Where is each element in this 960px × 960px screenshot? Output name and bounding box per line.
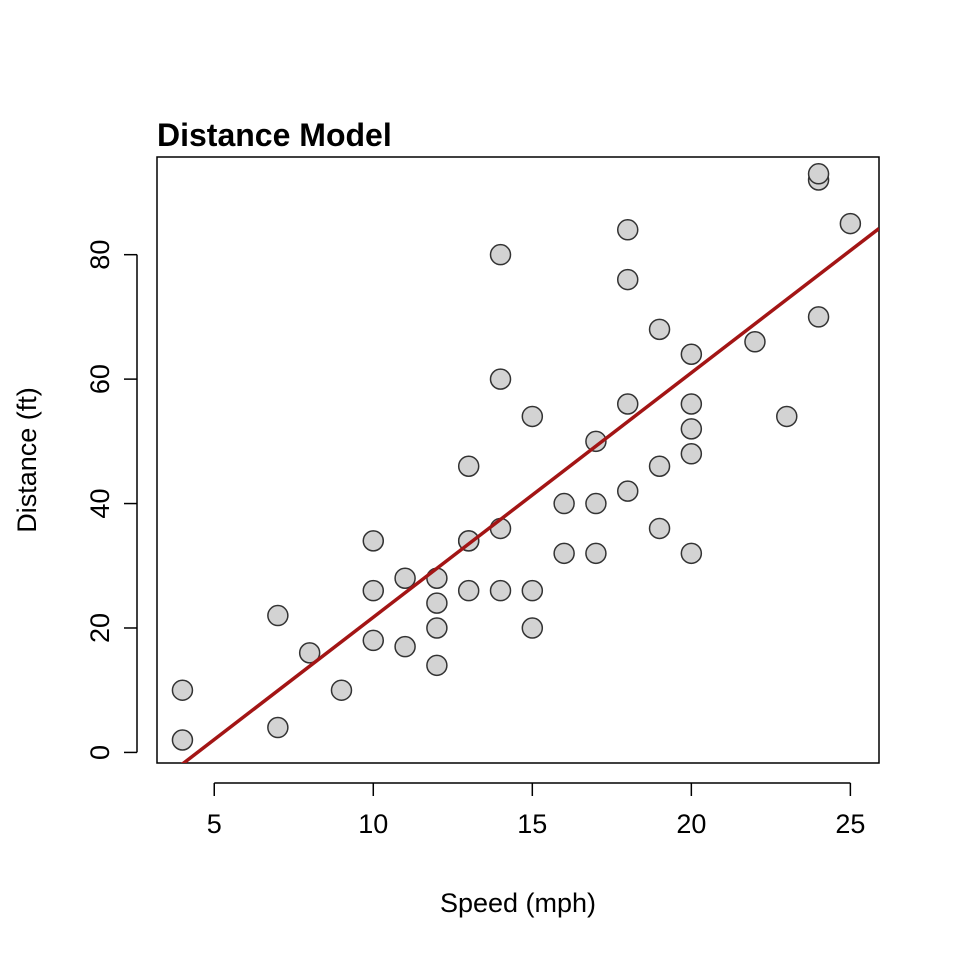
data-point xyxy=(744,331,766,353)
regression-line-group xyxy=(180,227,879,763)
data-point xyxy=(362,629,385,652)
data-point xyxy=(426,654,448,677)
regression-line xyxy=(180,227,879,763)
y-tick-label: 60 xyxy=(85,364,115,394)
data-point xyxy=(171,679,194,701)
x-axis-label: Speed (mph) xyxy=(440,888,596,918)
data-point xyxy=(680,343,703,365)
data-point xyxy=(585,492,607,515)
y-tick-label: 40 xyxy=(85,489,115,519)
data-point xyxy=(330,679,353,701)
data-point xyxy=(521,579,544,602)
y-axis: 0 20 40 60 80 xyxy=(85,240,138,760)
y-tick-label: 80 xyxy=(85,240,115,270)
data-point xyxy=(298,642,321,664)
data-point xyxy=(648,455,671,477)
data-point xyxy=(457,579,480,602)
data-point xyxy=(171,729,194,751)
data-point xyxy=(680,393,703,415)
data-point xyxy=(616,268,639,291)
y-tick-label: 20 xyxy=(85,613,115,643)
data-point xyxy=(267,604,289,627)
data-point xyxy=(426,617,448,639)
data-point xyxy=(585,542,607,565)
data-point xyxy=(394,567,416,589)
data-point xyxy=(553,492,575,515)
y-axis-label: Distance (ft) xyxy=(12,387,42,533)
data-point xyxy=(680,418,703,440)
y-tick-label: 0 xyxy=(85,745,115,760)
data-point xyxy=(680,542,703,565)
x-tick-label: 5 xyxy=(207,809,222,839)
plot-frame xyxy=(156,156,880,764)
data-point xyxy=(648,318,671,341)
data-point xyxy=(521,617,544,639)
data-point xyxy=(807,163,830,185)
data-point xyxy=(426,567,448,589)
data-point xyxy=(267,716,289,739)
data-point xyxy=(776,405,798,428)
data-point xyxy=(616,219,639,241)
data-point xyxy=(680,443,703,465)
data-point xyxy=(489,579,512,602)
x-tick-label: 20 xyxy=(676,809,706,839)
data-point xyxy=(521,405,544,428)
data-point xyxy=(489,368,512,390)
data-point xyxy=(394,635,416,658)
data-point xyxy=(807,306,830,328)
data-point xyxy=(616,393,639,415)
x-axis: 5 10 15 20 25 xyxy=(207,782,865,839)
data-point xyxy=(553,542,575,565)
data-point xyxy=(585,430,607,453)
data-point xyxy=(489,243,512,266)
data-point xyxy=(362,530,385,552)
data-point xyxy=(457,455,480,477)
data-point xyxy=(648,517,671,540)
x-tick-label: 15 xyxy=(517,809,547,839)
chart-title: Distance Model xyxy=(157,117,392,153)
x-tick-label: 10 xyxy=(358,809,388,839)
data-point xyxy=(839,212,862,235)
x-tick-label: 25 xyxy=(835,809,865,839)
data-points xyxy=(171,163,862,751)
data-point xyxy=(426,592,448,614)
data-point xyxy=(616,480,639,502)
data-point xyxy=(362,579,385,602)
